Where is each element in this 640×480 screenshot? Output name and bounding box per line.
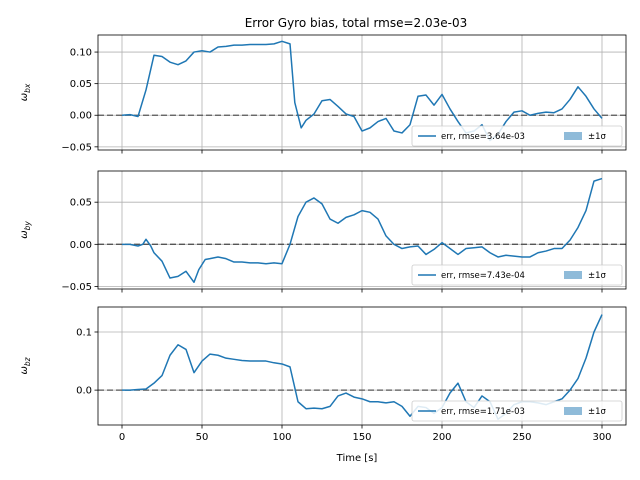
y-axis-label-symbol: ω — [19, 230, 30, 238]
legend-frame — [411, 264, 623, 286]
subplot-bz: 0.0 0.1 0 50 100 150 200 250 300 ωbz err, rmse=1.7… — [19, 306, 627, 443]
y-tick-label: 0.0 — [76, 386, 92, 397]
legend-series-label: err, rmse=7.43e-04 — [441, 271, 525, 281]
y-axis-label: ωby — [19, 221, 32, 239]
legend: err, rmse=1.71e-03 ±1σ — [411, 400, 623, 422]
grid — [98, 35, 626, 150]
legend-series-label: err, rmse=1.71e-03 — [441, 407, 525, 417]
y-tick-label: 0.05 — [70, 198, 92, 209]
y-tick-label: 0.10 — [70, 48, 92, 59]
legend-series-label: err, rmse=3.64e-03 — [441, 132, 525, 142]
x-tick-label: 300 — [592, 432, 611, 443]
subplot-by: −0.05 0.00 0.05 ωby err, rmse=7.43e-04 ±1σ — [19, 170, 627, 293]
y-tick-label: 0.1 — [76, 327, 92, 338]
y-axis-label: ωbx — [19, 83, 32, 101]
y-axis-label-subscript: by — [23, 221, 32, 231]
y-tick-label: 0.05 — [70, 79, 92, 90]
x-tick-label: 100 — [272, 432, 291, 443]
legend-frame — [411, 400, 623, 422]
x-tick-label: 250 — [512, 432, 531, 443]
x-axis-label: Time [s] — [336, 453, 378, 464]
legend-band-label: ±1σ — [588, 407, 607, 417]
y-axis-label-symbol: ω — [19, 366, 30, 374]
y-axis-label-subscript: bx — [23, 83, 32, 93]
legend: err, rmse=3.64e-03 ±1σ — [411, 125, 623, 147]
chart-title: Error Gyro bias, total rmse=2.03e-03 — [245, 16, 468, 30]
legend-band-swatch — [564, 132, 582, 140]
legend-band-swatch — [564, 407, 582, 415]
x-tick-label: 150 — [352, 432, 371, 443]
y-axis-label: ωbz — [19, 356, 32, 374]
subplot-bx: −0.05 0.00 0.05 0.10 ωbx err, rmse=3.64e-03 ±1… — [19, 34, 627, 154]
y-tick-label: −0.05 — [61, 282, 92, 293]
legend-band-swatch — [564, 271, 582, 279]
series-line-by — [122, 177, 603, 284]
x-tick-label: 200 — [432, 432, 451, 443]
legend-band-label: ±1σ — [588, 132, 607, 142]
x-tick-label: 0 — [119, 432, 125, 443]
y-tick-label: 0.00 — [70, 240, 92, 251]
legend-frame — [411, 125, 623, 147]
y-axis-label-symbol: ω — [19, 93, 30, 101]
legend: err, rmse=7.43e-04 ±1σ — [411, 264, 623, 286]
y-tick-label: 0.00 — [70, 111, 92, 122]
y-axis-label-subscript: bz — [23, 356, 32, 366]
series-line-bx — [121, 40, 603, 142]
x-tick-label: 50 — [196, 432, 209, 443]
legend-band-label: ±1σ — [588, 271, 607, 281]
y-tick-label: −0.05 — [61, 142, 92, 153]
